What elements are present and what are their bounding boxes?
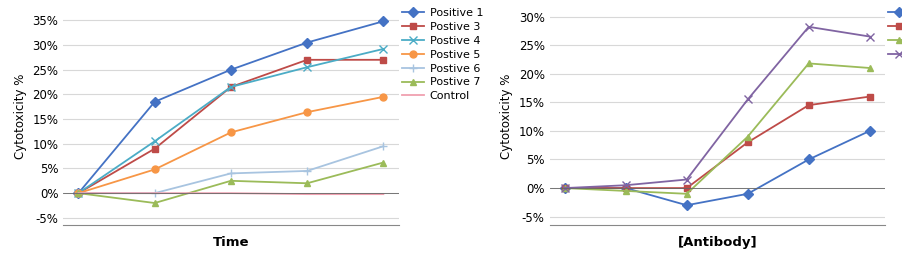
- Time 3: [681, 192, 692, 195]
- X-axis label: Time: Time: [213, 236, 249, 249]
- Control: [73, 192, 84, 195]
- Postive 6: [378, 145, 389, 148]
- Time 1: [558, 187, 569, 190]
- Line: Positive 1: Positive 1: [75, 18, 386, 197]
- Postive 3: [73, 192, 84, 195]
- Control: [149, 192, 160, 195]
- Positive 1: [378, 20, 389, 23]
- Time 1: [863, 129, 874, 132]
- Line: Time 4: Time 4: [560, 23, 873, 192]
- Time 2: [741, 141, 752, 144]
- Postive 3: [149, 147, 160, 150]
- Postive 7: [378, 161, 389, 164]
- Time 3: [863, 67, 874, 70]
- Postive 7: [226, 179, 236, 182]
- Time 3: [620, 189, 630, 193]
- Postive 6: [149, 192, 160, 195]
- Time 1: [681, 204, 692, 207]
- Time 1: [741, 192, 752, 195]
- Postive 5: [73, 192, 84, 195]
- Time 2: [863, 95, 874, 98]
- Time 2: [620, 187, 630, 190]
- Postive 7: [301, 182, 312, 185]
- Time 4: [863, 35, 874, 38]
- Postive 4: [378, 47, 389, 51]
- Postive 5: [301, 111, 312, 114]
- Line: Control: Control: [78, 193, 383, 194]
- Time 2: [803, 104, 814, 107]
- Postive 5: [149, 168, 160, 171]
- Time 1: [803, 158, 814, 161]
- Line: Postive 5: Postive 5: [75, 93, 386, 197]
- Postive 3: [226, 85, 236, 89]
- Time 4: [620, 184, 630, 187]
- Line: Time 2: Time 2: [561, 93, 872, 192]
- Positive 1: [301, 41, 312, 44]
- Y-axis label: Cytotoxicity %: Cytotoxicity %: [14, 74, 27, 159]
- Legend: Positive 1, Postive 3, Postive 4, Postive 5, Postive 6, Postive 7, Control: Positive 1, Postive 3, Postive 4, Postiv…: [401, 8, 483, 101]
- Postive 4: [149, 140, 160, 143]
- Postive 3: [378, 58, 389, 61]
- Time 2: [681, 187, 692, 190]
- Postive 5: [378, 95, 389, 98]
- Y-axis label: Cytotoxicity %: Cytotoxicity %: [500, 74, 512, 159]
- Postive 7: [73, 192, 84, 195]
- Time 4: [681, 178, 692, 181]
- Postive 6: [301, 169, 312, 173]
- Line: Postive 7: Postive 7: [75, 159, 386, 206]
- Time 1: [620, 187, 630, 190]
- Positive 1: [73, 192, 84, 195]
- Postive 5: [226, 131, 236, 134]
- Postive 4: [73, 192, 84, 195]
- Legend: Time 1, Time 2, Time 3, Time 4: Time 1, Time 2, Time 3, Time 4: [888, 8, 902, 60]
- Line: Postive 4: Postive 4: [74, 45, 387, 197]
- Positive 1: [226, 68, 236, 71]
- Time 2: [558, 187, 569, 190]
- Postive 6: [226, 172, 236, 175]
- Postive 3: [301, 58, 312, 61]
- Postive 7: [149, 201, 160, 205]
- Postive 6: [73, 192, 84, 195]
- Control: [226, 192, 236, 195]
- Line: Postive 3: Postive 3: [75, 56, 386, 197]
- Postive 4: [226, 85, 236, 89]
- Postive 4: [301, 66, 312, 69]
- Time 4: [558, 187, 569, 190]
- Time 3: [741, 135, 752, 138]
- Positive 1: [149, 100, 160, 103]
- Line: Time 1: Time 1: [561, 127, 872, 209]
- X-axis label: [Antibody]: [Antibody]: [676, 236, 756, 249]
- Control: [378, 193, 389, 196]
- Line: Time 3: Time 3: [561, 60, 872, 197]
- Control: [301, 193, 312, 196]
- Time 3: [803, 62, 814, 65]
- Time 4: [803, 25, 814, 28]
- Time 4: [741, 98, 752, 101]
- Time 3: [558, 187, 569, 190]
- Line: Postive 6: Postive 6: [74, 142, 387, 197]
